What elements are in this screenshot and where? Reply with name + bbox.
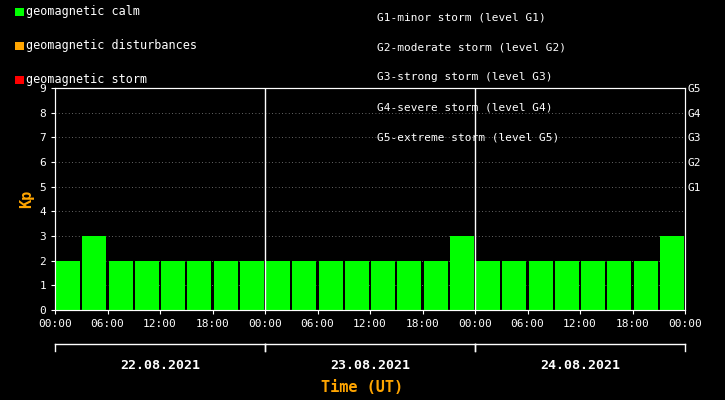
Bar (397, 261, 421, 310)
Bar (450, 236, 474, 310)
Text: G4-severe storm (level G4): G4-severe storm (level G4) (377, 102, 552, 112)
Bar (608, 261, 631, 310)
Text: G5-extreme storm (level G5): G5-extreme storm (level G5) (377, 132, 559, 142)
Bar (56, 261, 80, 310)
Bar (555, 261, 579, 310)
Bar (476, 261, 500, 310)
Text: G3-strong storm (level G3): G3-strong storm (level G3) (377, 72, 552, 82)
Bar (161, 261, 185, 310)
Bar (266, 261, 290, 310)
Bar (318, 261, 343, 310)
Bar (135, 261, 159, 310)
Bar (214, 261, 238, 310)
Bar (502, 261, 526, 310)
Bar (83, 236, 107, 310)
Y-axis label: Kp: Kp (19, 190, 33, 208)
Text: Time (UT): Time (UT) (321, 380, 404, 395)
Text: G1-minor storm (level G1): G1-minor storm (level G1) (377, 12, 546, 22)
Bar (423, 261, 447, 310)
Bar (187, 261, 212, 310)
Text: geomagnetic disturbances: geomagnetic disturbances (25, 40, 196, 52)
Bar (634, 261, 658, 310)
Text: 23.08.2021: 23.08.2021 (330, 359, 410, 372)
Text: G2-moderate storm (level G2): G2-moderate storm (level G2) (377, 42, 566, 52)
Bar (529, 261, 552, 310)
Text: geomagnetic storm: geomagnetic storm (25, 74, 146, 86)
Text: 22.08.2021: 22.08.2021 (120, 359, 200, 372)
Text: 24.08.2021: 24.08.2021 (540, 359, 620, 372)
Bar (240, 261, 264, 310)
Bar (292, 261, 316, 310)
Bar (345, 261, 369, 310)
Bar (109, 261, 133, 310)
Bar (660, 236, 684, 310)
Text: geomagnetic calm: geomagnetic calm (25, 6, 140, 18)
Bar (371, 261, 395, 310)
Bar (581, 261, 605, 310)
